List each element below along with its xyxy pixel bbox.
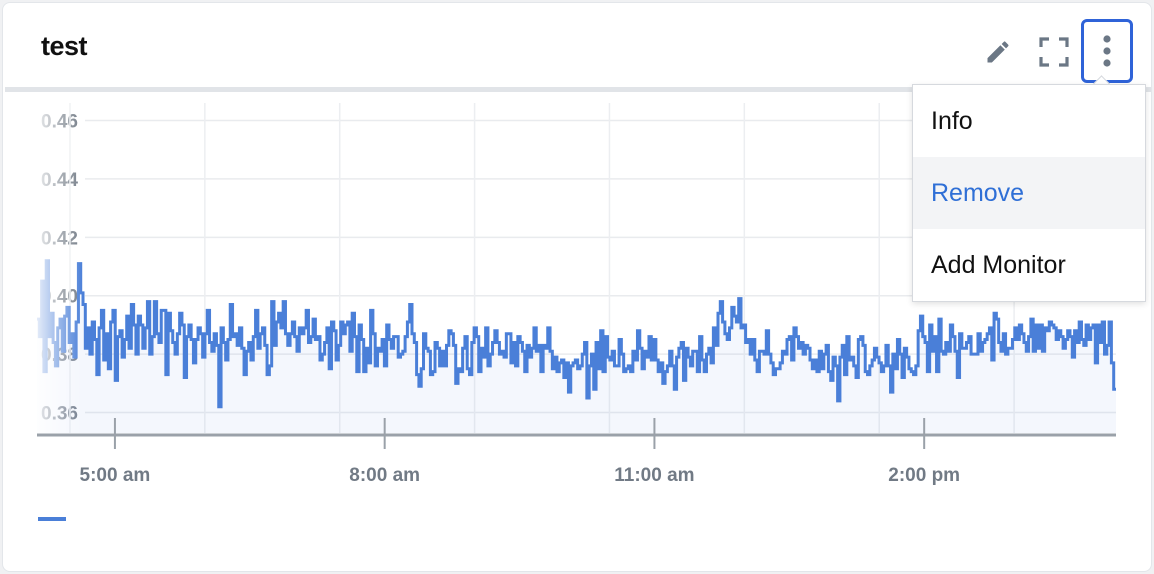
- x-tick-label: 2:00 pm: [888, 465, 960, 486]
- x-tick-label: 11:00 am: [614, 465, 694, 486]
- pencil-icon: [987, 41, 1009, 63]
- legend-swatch: [38, 517, 66, 521]
- fullscreen-button[interactable]: [1029, 21, 1079, 83]
- x-tick-label: 8:00 am: [349, 465, 420, 486]
- widget-title: test: [41, 31, 88, 61]
- series-line: [37, 259, 1116, 409]
- menu-item-add-monitor[interactable]: Add Monitor: [931, 250, 1066, 279]
- expand-icon: [1039, 37, 1069, 67]
- left-fade: [37, 103, 83, 433]
- header-divider: [5, 87, 1151, 92]
- menu-item-info[interactable]: Info: [931, 106, 973, 135]
- edit-button[interactable]: [973, 21, 1023, 83]
- kebab-vertical-icon: [1103, 35, 1111, 67]
- options-menu: Info Remove Add Monitor: [912, 84, 1146, 302]
- series-area: [37, 260, 1116, 433]
- x-tick-label: 5:00 am: [80, 465, 151, 486]
- menu-item-remove[interactable]: Remove: [913, 157, 1145, 229]
- timeseries-chart: 0.460.440.420.400.380.365:00 am8:00 am11…: [37, 103, 1116, 486]
